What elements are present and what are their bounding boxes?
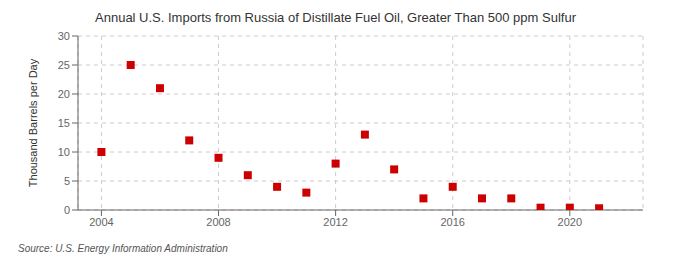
svg-text:2008: 2008 — [206, 216, 230, 228]
svg-text:Thousand Barrels per Day: Thousand Barrels per Day — [27, 58, 39, 187]
svg-text:2016: 2016 — [440, 216, 464, 228]
svg-text:25: 25 — [58, 59, 70, 71]
html-text:Source: U.S. Energy Informatio: Source: U.S. Energy Information Administ… — [18, 243, 228, 254]
svg-text:2012: 2012 — [323, 216, 347, 228]
html-text:Annual U.S. Imports from Russi: Annual U.S. Imports from Russia of Disti… — [95, 10, 576, 25]
svg-text:10: 10 — [58, 146, 70, 158]
svg-text:15: 15 — [58, 117, 70, 129]
svg-text:2020: 2020 — [558, 216, 582, 228]
svg-text:0: 0 — [64, 204, 70, 216]
svg-text:20: 20 — [58, 88, 70, 100]
svg-text:30: 30 — [58, 30, 70, 42]
svg-text:2004: 2004 — [89, 216, 113, 228]
svg-text:5: 5 — [64, 175, 70, 187]
